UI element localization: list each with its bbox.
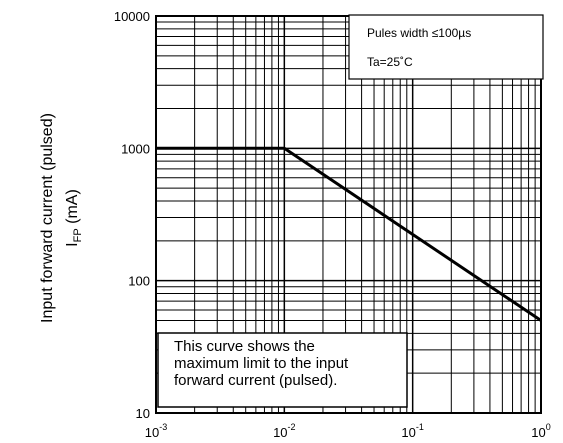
conditions-box: Pules width ≤100µs Ta=25˚C [348,14,544,80]
y-tick-label: 1000 [121,141,150,156]
x-tick-label: 100 [531,422,550,440]
y-tick-labels: 10 100 1000 10000 [114,9,150,421]
x-tick-label: 10-2 [273,422,295,440]
x-tick-labels: 10-3 10-2 10-1 100 [145,422,551,440]
caption-line-2: maximum limit to the input [174,355,349,372]
y-axis-symbol-unit: IFP (mA) [64,189,84,247]
y-axis-symbol-subscript: FP [72,228,84,242]
caption-box: This curve shows the maximum limit to th… [157,332,408,408]
caption-line-3: forward current (pulsed). [174,372,337,389]
y-tick-label: 10 [136,406,150,421]
series-line [156,146,542,322]
caption-line-1: This curve shows the [174,338,315,355]
condition-pulse-width: Pules width ≤100µs [367,26,471,40]
y-tick-label: 100 [128,274,150,289]
x-tick-label: 10-3 [145,422,167,440]
y-axis-label: Input forward current (pulsed) [39,113,56,323]
y-tick-label: 10000 [114,9,150,24]
caption-box-frame [157,332,408,408]
condition-temperature: Ta=25˚C [367,55,413,69]
conditions-box-frame [348,14,544,80]
y-axis-unit: (mA) [64,189,81,224]
y-axis-symbol: I [64,242,81,246]
x-tick-label: 10-1 [401,422,423,440]
